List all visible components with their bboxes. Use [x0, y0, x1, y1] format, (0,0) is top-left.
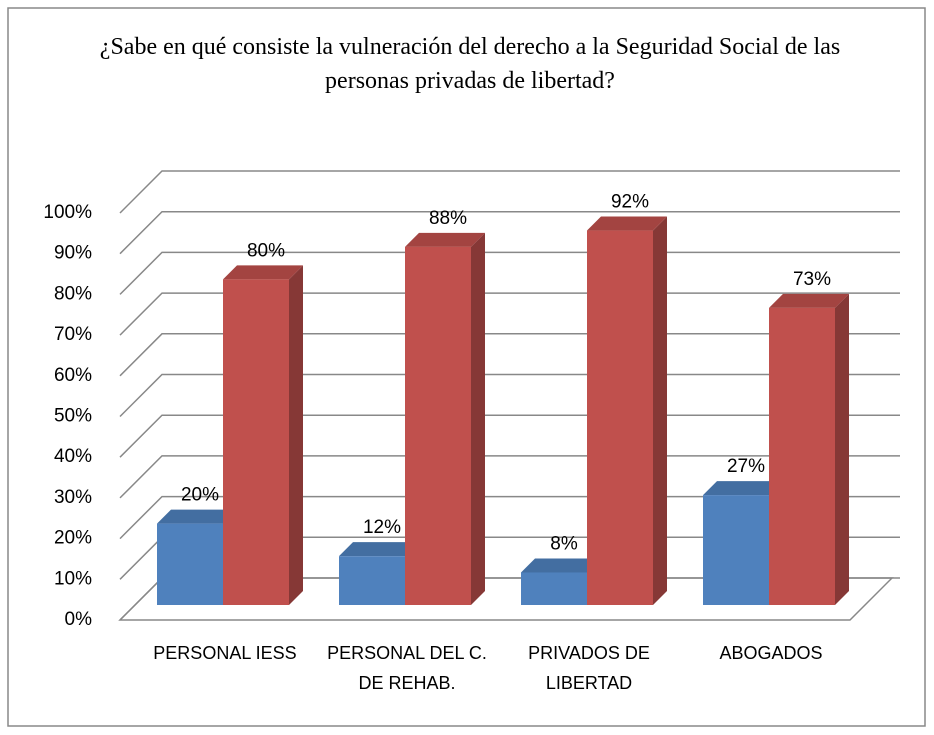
bar-side	[653, 216, 667, 605]
bar	[223, 279, 289, 605]
x-tick-label: PERSONAL IESS	[153, 643, 297, 663]
bar	[521, 572, 587, 605]
y-tick-label: 10%	[54, 568, 92, 589]
bar-top	[223, 265, 303, 280]
x-tick-label: PERSONAL DEL C. DE REHAB.	[327, 643, 487, 693]
data-label: 8%	[550, 533, 578, 554]
bar-top	[521, 558, 601, 573]
data-label: 27%	[727, 456, 765, 477]
bar-side	[835, 293, 849, 605]
y-tick-label: 40%	[54, 446, 92, 467]
data-label: 12%	[363, 517, 401, 538]
bar	[703, 495, 769, 605]
bar-side	[471, 232, 485, 605]
bar-side	[289, 265, 303, 605]
y-tick-label: 100%	[43, 202, 92, 223]
data-label: 92%	[611, 192, 649, 213]
x-tick-label: PRIVADOS DE LIBERTAD	[528, 643, 650, 693]
bar-top	[587, 216, 667, 231]
y-tick-label: 60%	[54, 365, 92, 386]
bar-top	[339, 542, 419, 557]
grid-line	[119, 210, 900, 255]
y-tick-label: 30%	[54, 487, 92, 508]
x-tick-label: ABOGADOS	[719, 643, 823, 663]
y-tick-label: 90%	[54, 243, 92, 264]
bar	[339, 556, 405, 605]
data-label: 73%	[793, 269, 831, 290]
bar	[157, 523, 223, 605]
bar-top	[769, 293, 849, 308]
data-label: 80%	[247, 240, 285, 261]
bar	[587, 230, 653, 605]
grid-line	[119, 170, 900, 214]
bar-top	[157, 509, 237, 524]
y-tick-label: 20%	[54, 528, 92, 549]
chart-title: ¿Sabe en qué consiste la vulneración del…	[99, 34, 841, 94]
y-tick-label: 0%	[65, 609, 93, 630]
bar-top	[703, 481, 783, 496]
y-tick-label: 80%	[54, 283, 92, 304]
data-label: 88%	[429, 208, 467, 229]
bar-top	[405, 232, 485, 247]
bar	[405, 246, 471, 605]
y-tick-label: 50%	[54, 406, 92, 427]
data-label: 20%	[181, 485, 219, 506]
bar	[769, 307, 835, 605]
y-tick-label: 70%	[54, 324, 92, 345]
